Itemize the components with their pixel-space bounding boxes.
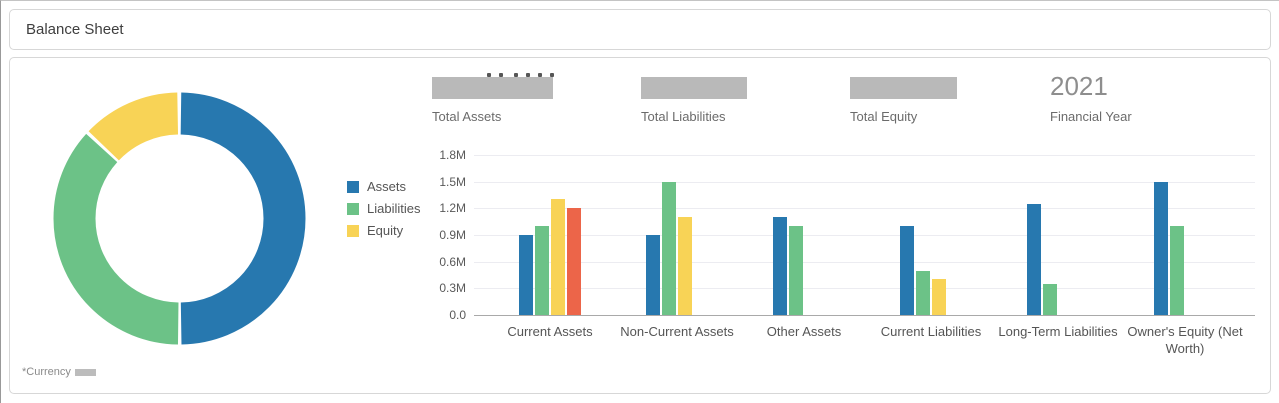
redaction-box xyxy=(641,77,747,99)
bar-liabilities-current-liabilities[interactable] xyxy=(916,270,930,315)
legend-label: Liabilities xyxy=(367,201,421,216)
legend-label: Assets xyxy=(367,179,407,194)
chart-legend: Assets Liabilities Equity xyxy=(347,179,421,246)
kpi-value-redacted xyxy=(432,72,554,100)
redaction-box xyxy=(432,77,553,99)
bar-series--current-assets[interactable] xyxy=(567,208,581,315)
kpi-value-redacted xyxy=(641,72,747,100)
bar-assets-current-liabilities[interactable] xyxy=(900,226,914,315)
bar-assets-current-assets[interactable] xyxy=(519,235,533,315)
gridline xyxy=(474,235,1255,236)
kpi-value-redacted xyxy=(850,72,957,100)
bar-assets-long-term-liabilities[interactable] xyxy=(1027,203,1041,315)
donut-chart[interactable] xyxy=(53,92,306,345)
x-axis-label: Owner's Equity (Net Worth) xyxy=(1127,324,1243,356)
liabilities-swatch-icon xyxy=(347,202,359,215)
x-axis-label: Non-Current Assets xyxy=(620,324,734,339)
y-axis-tick: 0.6M xyxy=(439,254,466,269)
kpi-total-assets: Total Assets xyxy=(432,72,554,124)
kpi-label: Total Equity xyxy=(850,109,918,124)
bar-liabilities-non-current-assets[interactable] xyxy=(662,181,676,315)
legend-item-assets[interactable]: Assets xyxy=(347,179,420,194)
bar-equity-current-assets[interactable] xyxy=(551,199,565,315)
bar-equity-current-liabilities[interactable] xyxy=(932,279,946,315)
donut-segment-assets[interactable] xyxy=(53,92,306,345)
y-axis-tick: 0.3M xyxy=(439,281,466,296)
legend-label: Equity xyxy=(367,223,404,238)
bar-assets-other-assets[interactable] xyxy=(773,217,787,315)
bar-equity-non-current-assets[interactable] xyxy=(678,217,692,315)
page-title: Balance Sheet xyxy=(26,21,124,38)
bar-liabilities-other-assets[interactable] xyxy=(789,226,803,315)
kpi-total-equity: Total Equity xyxy=(850,72,957,124)
bar-liabilities-current-assets[interactable] xyxy=(535,226,549,315)
currency-redaction-box xyxy=(74,368,96,376)
x-axis-label: Other Assets xyxy=(766,324,842,339)
bar-assets-owner-s-equity-net-worth-[interactable] xyxy=(1154,181,1168,315)
redacted-digit-tops xyxy=(487,73,555,77)
currency-footnote: *Currency xyxy=(22,366,96,378)
assets-swatch-icon xyxy=(347,180,359,193)
kpi-label: Total Assets xyxy=(432,109,502,124)
kpi-label: Financial Year xyxy=(1050,109,1132,124)
y-axis-tick: 1.8M xyxy=(439,148,466,162)
gridline xyxy=(474,181,1255,183)
x-axis-label: Long-Term Liabilities xyxy=(998,324,1118,339)
balance-sheet-card: Assets Liabilities Equity Total Assets T… xyxy=(9,57,1271,394)
kpi-total-liabilities: Total Liabilities xyxy=(641,72,747,124)
legend-item-liabilities[interactable]: Liabilities xyxy=(347,201,421,216)
gridline xyxy=(474,261,1255,263)
y-axis-tick: 1.2M xyxy=(439,201,466,216)
equity-swatch-icon xyxy=(347,224,359,237)
gridline xyxy=(474,288,1255,290)
redaction-box xyxy=(850,77,957,99)
x-axis-line xyxy=(474,315,1255,316)
x-axis-label: Current Liabilities xyxy=(880,324,982,339)
kpi-label: Total Liabilities xyxy=(641,109,726,124)
y-axis-tick: 0.0 xyxy=(449,308,466,322)
kpi-financial-year: 2021 Financial Year xyxy=(1050,72,1132,124)
y-axis-tick: 0.9M xyxy=(439,228,466,242)
financial-year-value: 2021 xyxy=(1050,71,1108,101)
bar-liabilities-owner-s-equity-net-worth-[interactable] xyxy=(1170,226,1184,315)
legend-item-equity[interactable]: Equity xyxy=(347,223,420,238)
y-axis-tick: 1.5M xyxy=(439,174,466,189)
donut-chart-svg xyxy=(53,92,306,345)
donut-segment-liabilities[interactable] xyxy=(53,92,306,345)
gridline xyxy=(474,155,1255,156)
bar-assets-non-current-assets[interactable] xyxy=(646,235,660,315)
bar-liabilities-long-term-liabilities[interactable] xyxy=(1043,283,1057,315)
gridline xyxy=(474,208,1255,210)
x-axis-label: Current Assets xyxy=(507,324,593,339)
currency-footnote-text: *Currency xyxy=(22,366,71,378)
header-bar: Balance Sheet xyxy=(9,9,1271,50)
